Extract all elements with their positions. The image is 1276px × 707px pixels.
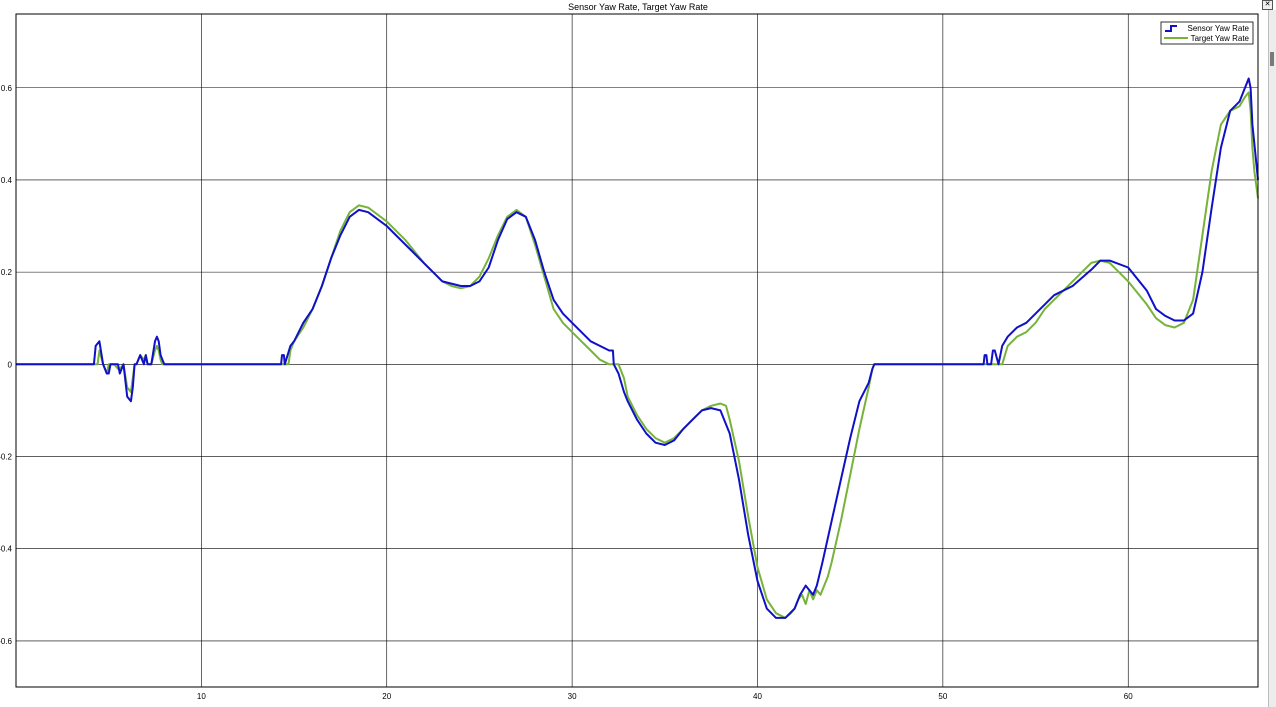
legend-label: Sensor Yaw Rate [1187,24,1249,33]
x-tick-label: 60 [1124,692,1133,701]
x-tick-label: 30 [568,692,577,701]
x-tick-label: 50 [938,692,947,701]
y-tick-label: 0.2 [1,268,13,277]
series-lines [16,77,1259,619]
legend-swatch [1165,25,1177,32]
y-tick-label: 0.4 [1,176,13,185]
y-tick-label: -0.4 [0,545,13,554]
x-tick-label: 20 [382,692,391,701]
y-tick-label: -0.6 [0,637,13,646]
sensor-yaw-rate-line [16,77,1259,619]
side-scroll-strip[interactable] [1268,10,1276,707]
legend-label: Target Yaw Rate [1191,34,1250,43]
plot-frame [15,13,1259,688]
y-tick-label: -0.2 [0,453,13,462]
close-icon[interactable]: ✕ [1262,0,1273,10]
grid [16,14,1258,687]
x-tick-label: 10 [197,692,206,701]
chart-title: Sensor Yaw Rate, Target Yaw Rate [568,2,708,12]
tick-labels: 10 20 30 40 50 60 -0.6 -0.4 -0.2 0 0.2 0.4 0.6 [0,84,1133,701]
y-tick-label: 0.6 [1,84,13,93]
strip-handle[interactable] [1270,52,1274,66]
y-tick-label: 0 [8,360,13,369]
x-tick-label: 40 [753,692,762,701]
target-yaw-rate-line [16,91,1259,619]
